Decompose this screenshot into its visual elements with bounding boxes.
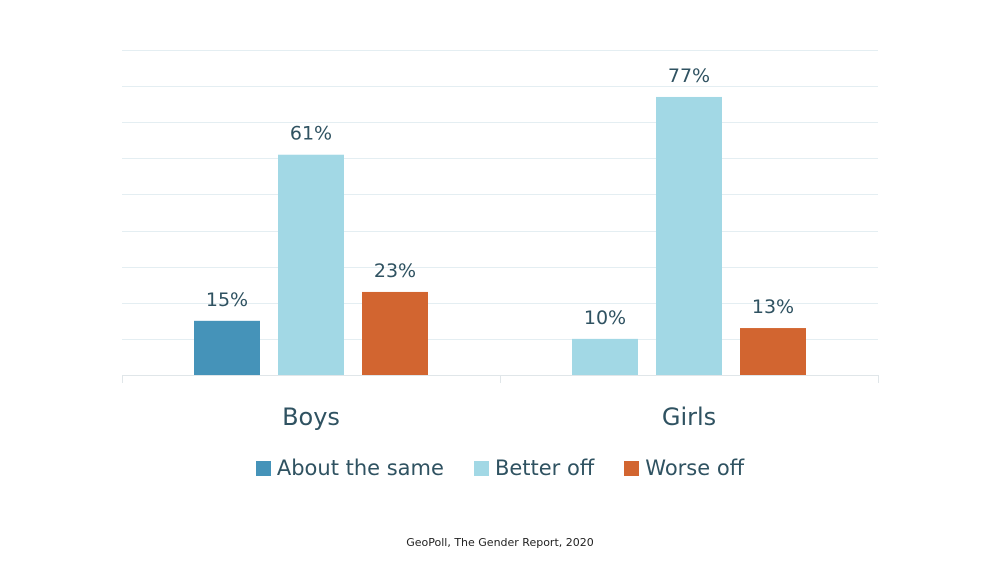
bar-worse-off-boys	[362, 291, 428, 375]
data-label: 23%	[374, 260, 416, 282]
legend-swatch	[255, 460, 271, 476]
legend-swatch	[473, 460, 489, 476]
legend-label: Worse off	[645, 456, 745, 480]
category-labels: Boys Girls	[282, 403, 716, 431]
legend-label: Better off	[494, 456, 595, 480]
legend: About the same Better off Worse off	[0, 456, 1000, 480]
bar-worse-off-girls	[740, 328, 806, 375]
data-label: 10%	[584, 307, 626, 329]
legend-swatch	[624, 460, 640, 476]
category-label: Boys	[282, 403, 340, 431]
data-label: 61%	[290, 123, 332, 145]
category-label: Girls	[662, 403, 716, 431]
bar-about-the-same-boys	[194, 320, 260, 375]
value-labels: 15% 61% 23% 10% 77% 13%	[206, 65, 794, 329]
legend-item-about-the-same: About the same	[255, 456, 444, 480]
data-label: 77%	[668, 65, 710, 87]
data-label: 13%	[752, 296, 794, 318]
bar-about-the-same-girls	[572, 338, 638, 375]
data-label: 15%	[206, 289, 248, 311]
legend-item-worse-off: Worse off	[624, 456, 744, 480]
source-note: GeoPoll, The Gender Report, 2020	[406, 536, 594, 549]
gridlines	[122, 50, 879, 383]
legend-label: About the same	[276, 456, 444, 480]
legend-item-better-off: Better off	[473, 456, 595, 480]
bars	[194, 96, 806, 375]
bar-better-off-boys	[278, 154, 344, 375]
bar-better-off-girls	[656, 96, 722, 375]
